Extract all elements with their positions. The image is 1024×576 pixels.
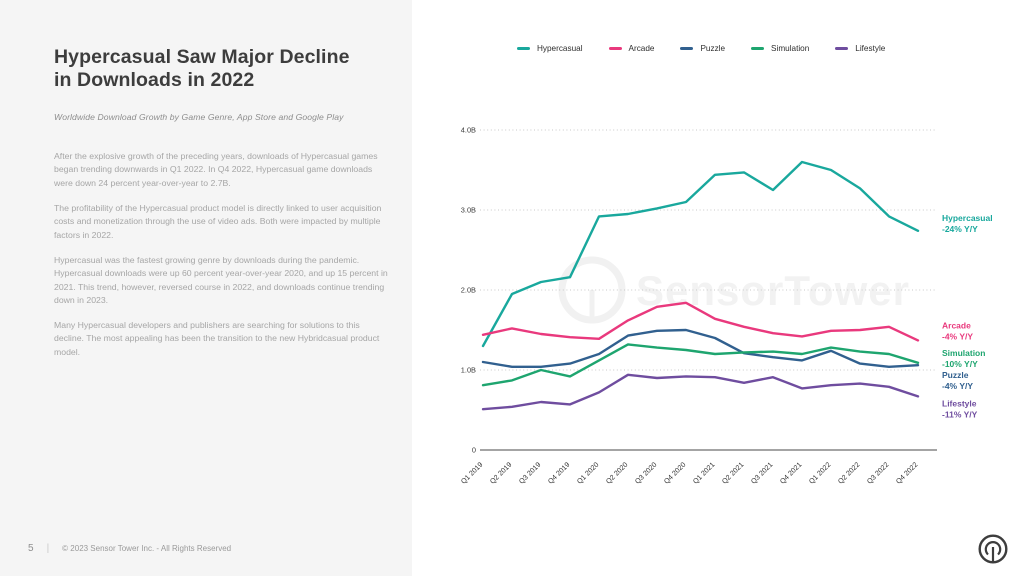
chart-legend: Hypercasual Arcade Puzzle Simulation Lif… [517, 44, 885, 53]
legend-item-lifestyle: Lifestyle [835, 44, 885, 53]
svg-text:Q3 2022: Q3 2022 [866, 461, 891, 486]
gridlines [480, 129, 937, 371]
legend-label: Arcade [628, 44, 655, 53]
body-text: After the explosive growth of the preced… [54, 150, 388, 371]
copyright-text: © 2023 Sensor Tower Inc. - All Rights Re… [62, 543, 232, 553]
svg-text:Simulation-10% Y/Y: Simulation -10% Y/Y [942, 348, 985, 369]
legend-label: Puzzle [700, 44, 726, 53]
legend-label: Hypercasual [537, 44, 583, 53]
hypercasual-swatch-icon [517, 47, 530, 50]
svg-text:Q1 2020: Q1 2020 [576, 461, 601, 486]
svg-text:Puzzle-4% Y/Y: Puzzle -4% Y/Y [942, 370, 973, 391]
y-axis-labels: 0 1.0B 2.0B 3.0B 4.0B [461, 126, 476, 455]
svg-text:Q3 2019: Q3 2019 [518, 461, 543, 486]
svg-text:Q4 2022: Q4 2022 [895, 461, 920, 486]
paragraph: The profitability of the Hypercasual pro… [54, 202, 382, 240]
legend-label: Lifestyle [855, 44, 886, 53]
svg-text:3.0B: 3.0B [461, 206, 476, 215]
page-title: Hypercasual Saw Major Decline in Downloa… [54, 46, 384, 93]
legend-item-hypercasual: Hypercasual [517, 44, 583, 53]
paragraph: Hypercasual was the fastest growing genr… [54, 254, 388, 305]
page-title-line2: in Downloads in 2022 [54, 69, 255, 92]
svg-text:Q1 2021: Q1 2021 [692, 461, 717, 486]
svg-text:Q1 2019: Q1 2019 [460, 461, 485, 486]
legend-item-puzzle: Puzzle [680, 44, 725, 53]
legend-item-arcade: Arcade [608, 44, 655, 53]
lifestyle-swatch-icon [835, 47, 849, 50]
svg-text:Q4 2019: Q4 2019 [547, 461, 572, 486]
svg-text:Q2 2021: Q2 2021 [721, 461, 746, 486]
svg-text:4.0B: 4.0B [461, 126, 476, 135]
series-lines [481, 160, 920, 411]
svg-text:2.0B: 2.0B [461, 286, 476, 295]
footer-divider: | [46, 542, 50, 554]
svg-text:Arcade-4% Y/Y: Arcade -4% Y/Y [942, 320, 973, 341]
svg-text:1.0B: 1.0B [461, 366, 476, 375]
series-end-labels: Hypercasual -24% Y/Y Arcade -4% Y/Y Puzzle -4… [942, 213, 993, 420]
svg-text:Q2 2022: Q2 2022 [837, 461, 862, 486]
arcade-swatch-icon [608, 47, 622, 50]
svg-text:Lifestyle-11% Y/Y: Lifestyle -11% Y/Y [942, 398, 978, 419]
text-panel: Hypercasual Saw Major Decline in Downloa… [0, 0, 412, 576]
svg-text:Q1 2022: Q1 2022 [808, 461, 833, 486]
chart-subtitle: Worldwide Download Growth by Game Genre,… [54, 112, 344, 122]
svg-text:Q3 2021: Q3 2021 [750, 461, 775, 486]
legend-label: Simulation [771, 44, 810, 53]
svg-text:Q3 2020: Q3 2020 [634, 461, 659, 486]
svg-text:Hypercasual-24% Y/Y: Hypercasual -24% Y/Y [942, 213, 993, 234]
svg-text:SensorTower: SensorTower [636, 267, 910, 314]
sensor-tower-logo-icon [978, 534, 1008, 564]
x-axis-labels: Q1 2019 Q2 2019 Q3 2019 Q4 2019 Q1 2020 Q2 20… [460, 461, 920, 486]
puzzle-swatch-icon [680, 47, 694, 50]
paragraph: After the explosive growth of the preced… [54, 151, 378, 188]
page-title-line1: Hypercasual Saw Major Decline [54, 46, 350, 68]
svg-text:Q2 2020: Q2 2020 [605, 461, 630, 486]
paragraph: Many Hypercasual developers and publishe… [54, 320, 380, 357]
svg-text:Q4 2021: Q4 2021 [779, 461, 804, 486]
download-growth-chart: SensorTower 0 1.0B 2.0B 3.0B 4.0B Q1 2019 Q2 … [440, 118, 1024, 518]
legend-item-simulation: Simulation [751, 44, 809, 53]
line-chart-svg: SensorTower 01.0B2.0B3.0B4.0B Q1 2019 Q2 … [460, 126, 993, 486]
svg-text:0: 0 [472, 446, 476, 455]
footer: 5 | © 2023 Sensor Tower Inc. - All Right… [28, 541, 231, 555]
svg-text:Q2 2019: Q2 2019 [489, 461, 514, 486]
sensor-tower-watermark: SensorTower [558, 256, 910, 324]
svg-text:Q4 2020: Q4 2020 [663, 461, 688, 486]
simulation-swatch-icon [751, 47, 765, 50]
page-number: 5 [28, 542, 34, 554]
